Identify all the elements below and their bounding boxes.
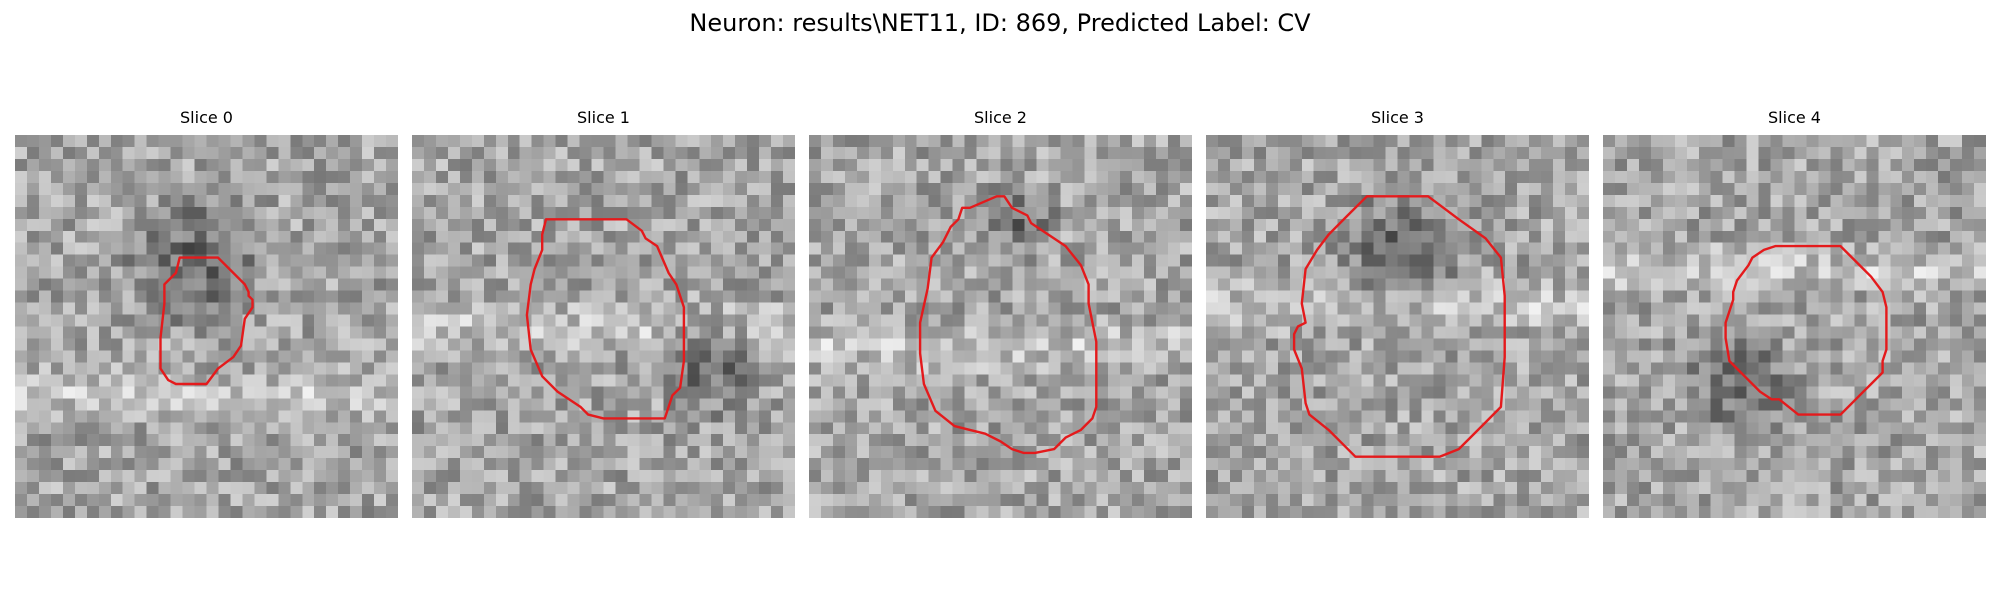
figure-title: Neuron: results\NET11, ID: 869, Predicte… <box>689 9 1311 37</box>
slice-panel-1: Slice 1 <box>412 108 795 518</box>
slice-image <box>412 135 795 518</box>
segmentation-contour <box>918 195 1098 455</box>
contour-overlay <box>525 218 686 420</box>
contour-overlay <box>1292 195 1506 458</box>
slice-image <box>1603 135 1986 518</box>
segmentation-contour <box>525 218 686 420</box>
slice-title: Slice 3 <box>1371 108 1424 127</box>
slice-title: Slice 1 <box>577 108 630 127</box>
slice-title: Slice 4 <box>1768 108 1821 127</box>
contour-overlay <box>159 256 254 386</box>
slice-panel-0: Slice 0 <box>15 108 398 518</box>
slice-image <box>1206 135 1589 518</box>
segmentation-contour <box>159 256 254 386</box>
slice-title: Slice 0 <box>180 108 233 127</box>
contour-overlay <box>918 195 1098 455</box>
segmentation-contour <box>1292 195 1506 458</box>
slice-panel-2: Slice 2 <box>809 108 1192 518</box>
slice-image <box>15 135 398 518</box>
contour-overlay <box>1724 244 1888 416</box>
slice-panel-4: Slice 4 <box>1603 108 1986 518</box>
slice-panel-3: Slice 3 <box>1206 108 1589 518</box>
segmentation-contour <box>1724 244 1888 416</box>
slice-image <box>809 135 1192 518</box>
slice-title: Slice 2 <box>974 108 1027 127</box>
